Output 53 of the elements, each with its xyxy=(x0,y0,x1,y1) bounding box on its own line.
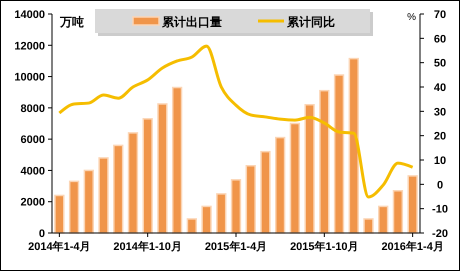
bar xyxy=(128,132,138,234)
bar xyxy=(186,218,198,234)
x-tick-label: 2015年1-4月 xyxy=(204,240,268,253)
y-tick-label: 2000 xyxy=(20,196,45,209)
bar xyxy=(142,118,153,234)
y-tick-label: 10000 xyxy=(14,72,45,84)
y-tick-label: 6000 xyxy=(20,134,45,146)
y-tick-label: 4000 xyxy=(20,165,45,178)
bar xyxy=(172,86,182,234)
x-tick-label: 2015年1-10月 xyxy=(290,240,359,253)
y-tick-label: 0 xyxy=(38,228,45,240)
bar xyxy=(274,136,286,234)
bar xyxy=(113,144,124,234)
y-axis-title: 万吨 xyxy=(59,15,84,29)
x-tick-label: 2016年1-4月 xyxy=(381,240,444,253)
x-tick-label: 2014年1-4月 xyxy=(28,240,91,253)
bar xyxy=(260,150,271,234)
legend-label: 累计同比 xyxy=(286,15,335,29)
bar xyxy=(84,170,94,234)
bar xyxy=(54,194,65,234)
bar xyxy=(230,179,242,234)
x-tick-label: 2014年1-10月 xyxy=(113,240,182,253)
y2-tick-label: 30 xyxy=(434,106,446,118)
bar xyxy=(319,90,330,234)
y2-tick-label: 20 xyxy=(434,130,446,143)
y-tick-label: 14000 xyxy=(14,9,45,21)
bar xyxy=(363,218,374,234)
bar xyxy=(304,104,315,234)
y2-tick-label: -10 xyxy=(432,204,448,216)
bar xyxy=(98,157,109,234)
bar xyxy=(246,164,256,234)
bar xyxy=(407,175,418,234)
bar xyxy=(334,74,344,234)
y2-tick-label: 40 xyxy=(434,82,446,94)
bar xyxy=(201,206,212,234)
y2-tick-label: 50 xyxy=(434,58,446,70)
y-tick-label: 8000 xyxy=(20,102,45,115)
bar xyxy=(216,193,226,234)
y2-tick-label: 0 xyxy=(436,179,444,192)
y-tick-label: 12000 xyxy=(14,40,45,52)
y2-tick-label: 60 xyxy=(434,33,446,46)
bar xyxy=(348,58,359,234)
y2-tick-label: 10 xyxy=(434,155,446,167)
bar xyxy=(68,180,80,234)
bar xyxy=(157,103,168,234)
line-series xyxy=(58,44,414,198)
bar xyxy=(290,122,300,234)
y2-tick-label: -20 xyxy=(432,228,448,240)
y2-tick-label: 70 xyxy=(434,9,446,21)
legend-label: 累计出口量 xyxy=(161,15,222,29)
y2-axis-title: % xyxy=(407,12,416,23)
bar xyxy=(378,206,388,234)
bar xyxy=(392,190,404,234)
